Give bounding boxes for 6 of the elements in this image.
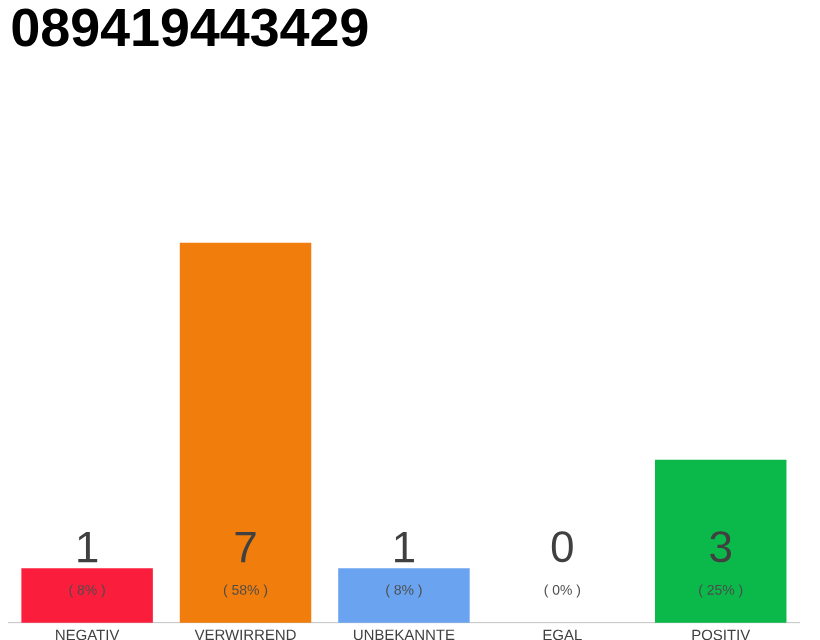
data-label: 1: [395, 532, 414, 563]
data-label: 1: [78, 532, 98, 563]
chart-title: 089419443429: [12, 8, 368, 47]
data-label: 0: [551, 531, 573, 563]
data-label: 3: [710, 531, 732, 563]
data-label: 7: [235, 532, 256, 563]
